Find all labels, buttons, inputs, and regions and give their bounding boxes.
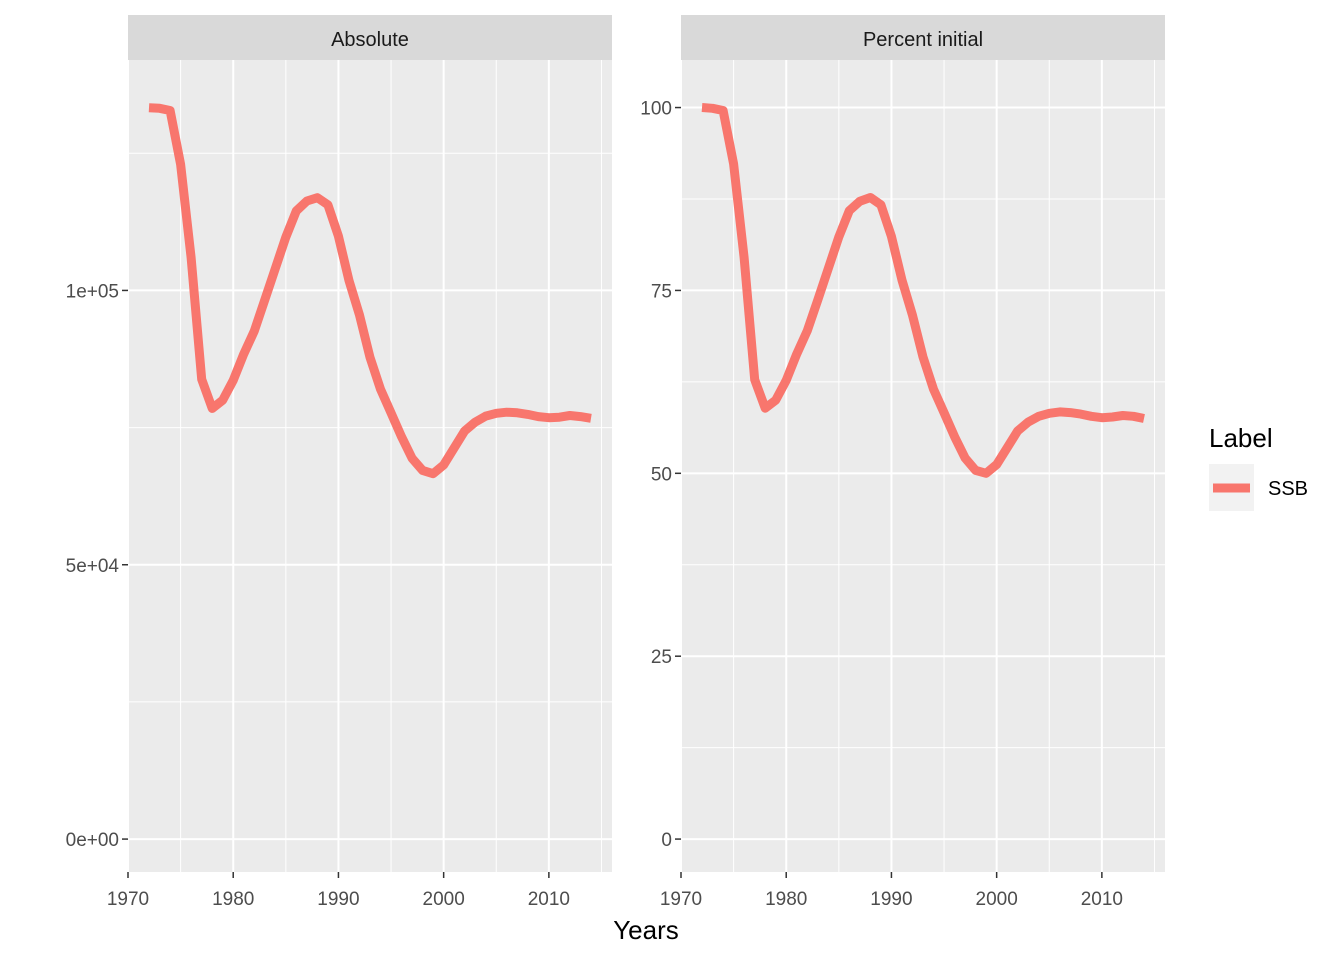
panel-background <box>128 60 612 872</box>
y-tick-label: 5e+04 <box>66 556 120 577</box>
facet-panel-1: Percent initial 0 25 50 75 100 1970 1980 1990 200… <box>640 15 1165 910</box>
x-axis-title: Years <box>613 915 679 945</box>
y-tick-label: 25 <box>651 647 672 668</box>
facet-strip <box>128 15 612 60</box>
facet-panels: Absolute 0e+00 5e+04 1e+05 1970 1980 1990 2000 2… <box>66 15 1165 910</box>
facet-strip <box>681 15 1165 60</box>
facet-strip-label: Absolute <box>331 29 409 51</box>
x-tick-label: 1990 <box>870 889 912 910</box>
x-tick-label: 2000 <box>423 889 465 910</box>
facet-panel-0: Absolute 0e+00 5e+04 1e+05 1970 1980 1990 2000 2… <box>66 15 612 910</box>
y-tick-label: 50 <box>651 464 672 485</box>
y-tick-label: 75 <box>651 281 672 302</box>
x-tick-label: 1970 <box>660 889 702 910</box>
x-tick-label: 1980 <box>765 889 807 910</box>
y-tick-label: 100 <box>640 99 672 120</box>
x-tick-label: 2010 <box>528 889 570 910</box>
legend-label-ssb: SSB <box>1268 478 1308 500</box>
series-line-ssb <box>148 103 592 479</box>
y-tick-label: 1e+05 <box>66 281 119 302</box>
x-tick-label: 1990 <box>317 889 359 910</box>
x-tick-label: 1970 <box>107 889 149 910</box>
legend-title: Label <box>1209 423 1273 453</box>
x-tick-label: 1980 <box>212 889 254 910</box>
y-tick-label: 0 <box>661 830 672 851</box>
series-line-ssb <box>701 103 1145 478</box>
y-tick-label: 0e+00 <box>66 830 119 851</box>
x-tick-label: 2000 <box>976 889 1018 910</box>
legend: Label SSB <box>1209 423 1308 511</box>
x-tick-label: 2010 <box>1081 889 1123 910</box>
panel-background <box>681 60 1165 872</box>
facet-strip-label: Percent initial <box>863 29 983 51</box>
